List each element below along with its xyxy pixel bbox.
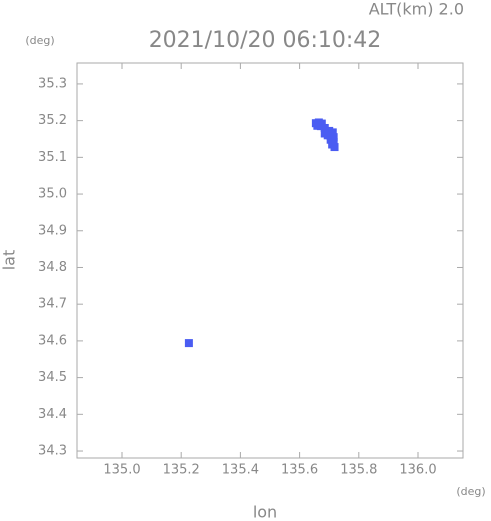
echo-point: [330, 143, 339, 152]
chart-title: 2021/10/20 06:10:42: [149, 28, 382, 53]
y-tick-label: 34.7: [38, 297, 67, 312]
y-unit: (deg): [25, 34, 54, 47]
y-axis-label: lat: [0, 250, 19, 271]
y-tick-label: 35.3: [38, 76, 67, 91]
x-tick-label: 136.0: [399, 463, 436, 478]
x-tick-label: 135.0: [103, 463, 140, 478]
x-unit: (deg): [456, 485, 485, 498]
chart-subtitle: ALT(km) 2.0: [369, 0, 464, 19]
x-tick-label: 135.4: [222, 463, 259, 478]
x-axis-label: lon: [253, 503, 277, 521]
echo-point: [320, 129, 329, 138]
y-tick-label: 35.2: [38, 113, 67, 128]
y-tick-label: 34.8: [38, 260, 67, 275]
echo-point: [184, 339, 193, 348]
y-tick-label: 34.9: [38, 223, 67, 238]
y-tick-label: 34.5: [38, 370, 67, 385]
plot-frame: [76, 62, 464, 459]
x-tick-label: 135.2: [163, 463, 200, 478]
y-tick-label: 35.1: [38, 150, 67, 165]
y-tick-label: 35.0: [38, 187, 67, 202]
y-tick-label: 34.6: [38, 333, 67, 348]
x-tick-label: 135.8: [340, 463, 377, 478]
y-tick-label: 34.4: [38, 407, 67, 422]
x-tick-label: 135.6: [281, 463, 318, 478]
y-tick-label: 34.3: [38, 444, 67, 459]
